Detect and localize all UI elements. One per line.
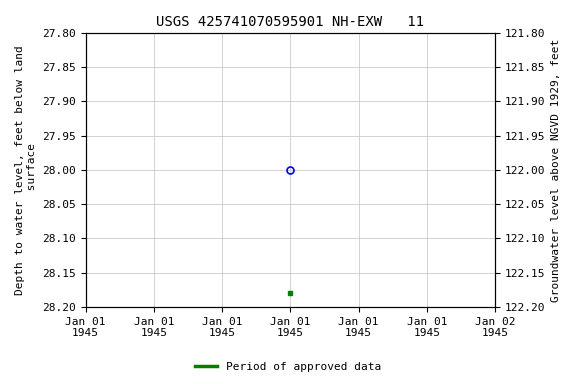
Legend: Period of approved data: Period of approved data — [191, 358, 385, 377]
Y-axis label: Groundwater level above NGVD 1929, feet: Groundwater level above NGVD 1929, feet — [551, 38, 561, 301]
Title: USGS 425741070595901 NH-EXW   11: USGS 425741070595901 NH-EXW 11 — [157, 15, 425, 29]
Y-axis label: Depth to water level, feet below land
 surface: Depth to water level, feet below land su… — [15, 45, 37, 295]
